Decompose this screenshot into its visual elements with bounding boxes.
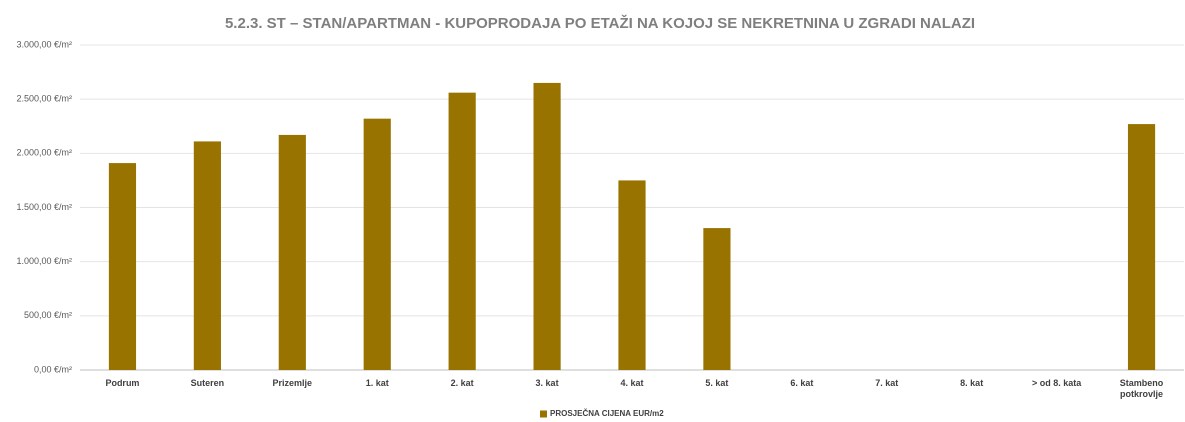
bar xyxy=(108,163,137,370)
x-tick-label: > od 8. kata xyxy=(1031,378,1082,388)
y-tick-label: 1.000,00 €/m² xyxy=(16,256,72,266)
bar xyxy=(448,92,476,371)
x-tick-label: Podrum xyxy=(105,378,140,388)
x-tick-label: 7. kat xyxy=(875,378,899,388)
x-tick-label: Prizemlje xyxy=(272,378,313,388)
x-tick-label: 6. kat xyxy=(790,378,814,388)
y-tick-label: 2.000,00 €/m² xyxy=(16,148,72,158)
x-tick-label: Suteren xyxy=(190,378,225,388)
bar xyxy=(193,141,221,370)
y-tick-label: 500,00 €/m² xyxy=(24,310,72,320)
y-tick-label: 2.500,00 €/m² xyxy=(16,94,72,104)
x-tick-label: 8. kat xyxy=(960,378,984,388)
bar xyxy=(618,180,646,370)
x-tick-label: 3. kat xyxy=(535,378,559,388)
bar xyxy=(703,228,731,370)
y-tick-label: 0,00 €/m² xyxy=(34,364,72,374)
y-tick-label: 3.000,00 €/m² xyxy=(16,39,72,49)
x-tick-label: 4. kat xyxy=(620,378,644,388)
legend-label: PROSJEČNA CIJENA EUR/m2 xyxy=(550,409,664,418)
bar xyxy=(278,134,306,370)
x-tick-label: 5. kat xyxy=(705,378,729,388)
x-tick-label: 1. kat xyxy=(365,378,389,388)
chart-title: 5.2.3. ST – STAN/APARTMAN - KUPOPRODAJA … xyxy=(225,14,975,32)
bar xyxy=(1127,124,1156,370)
bar xyxy=(363,118,391,371)
x-tick-label: Stambeno potkrovlje xyxy=(1119,378,1164,399)
x-tick-label: 2. kat xyxy=(450,378,474,388)
legend-swatch xyxy=(540,410,547,418)
bar xyxy=(533,82,561,371)
y-tick-label: 1.500,00 €/m² xyxy=(16,202,72,212)
